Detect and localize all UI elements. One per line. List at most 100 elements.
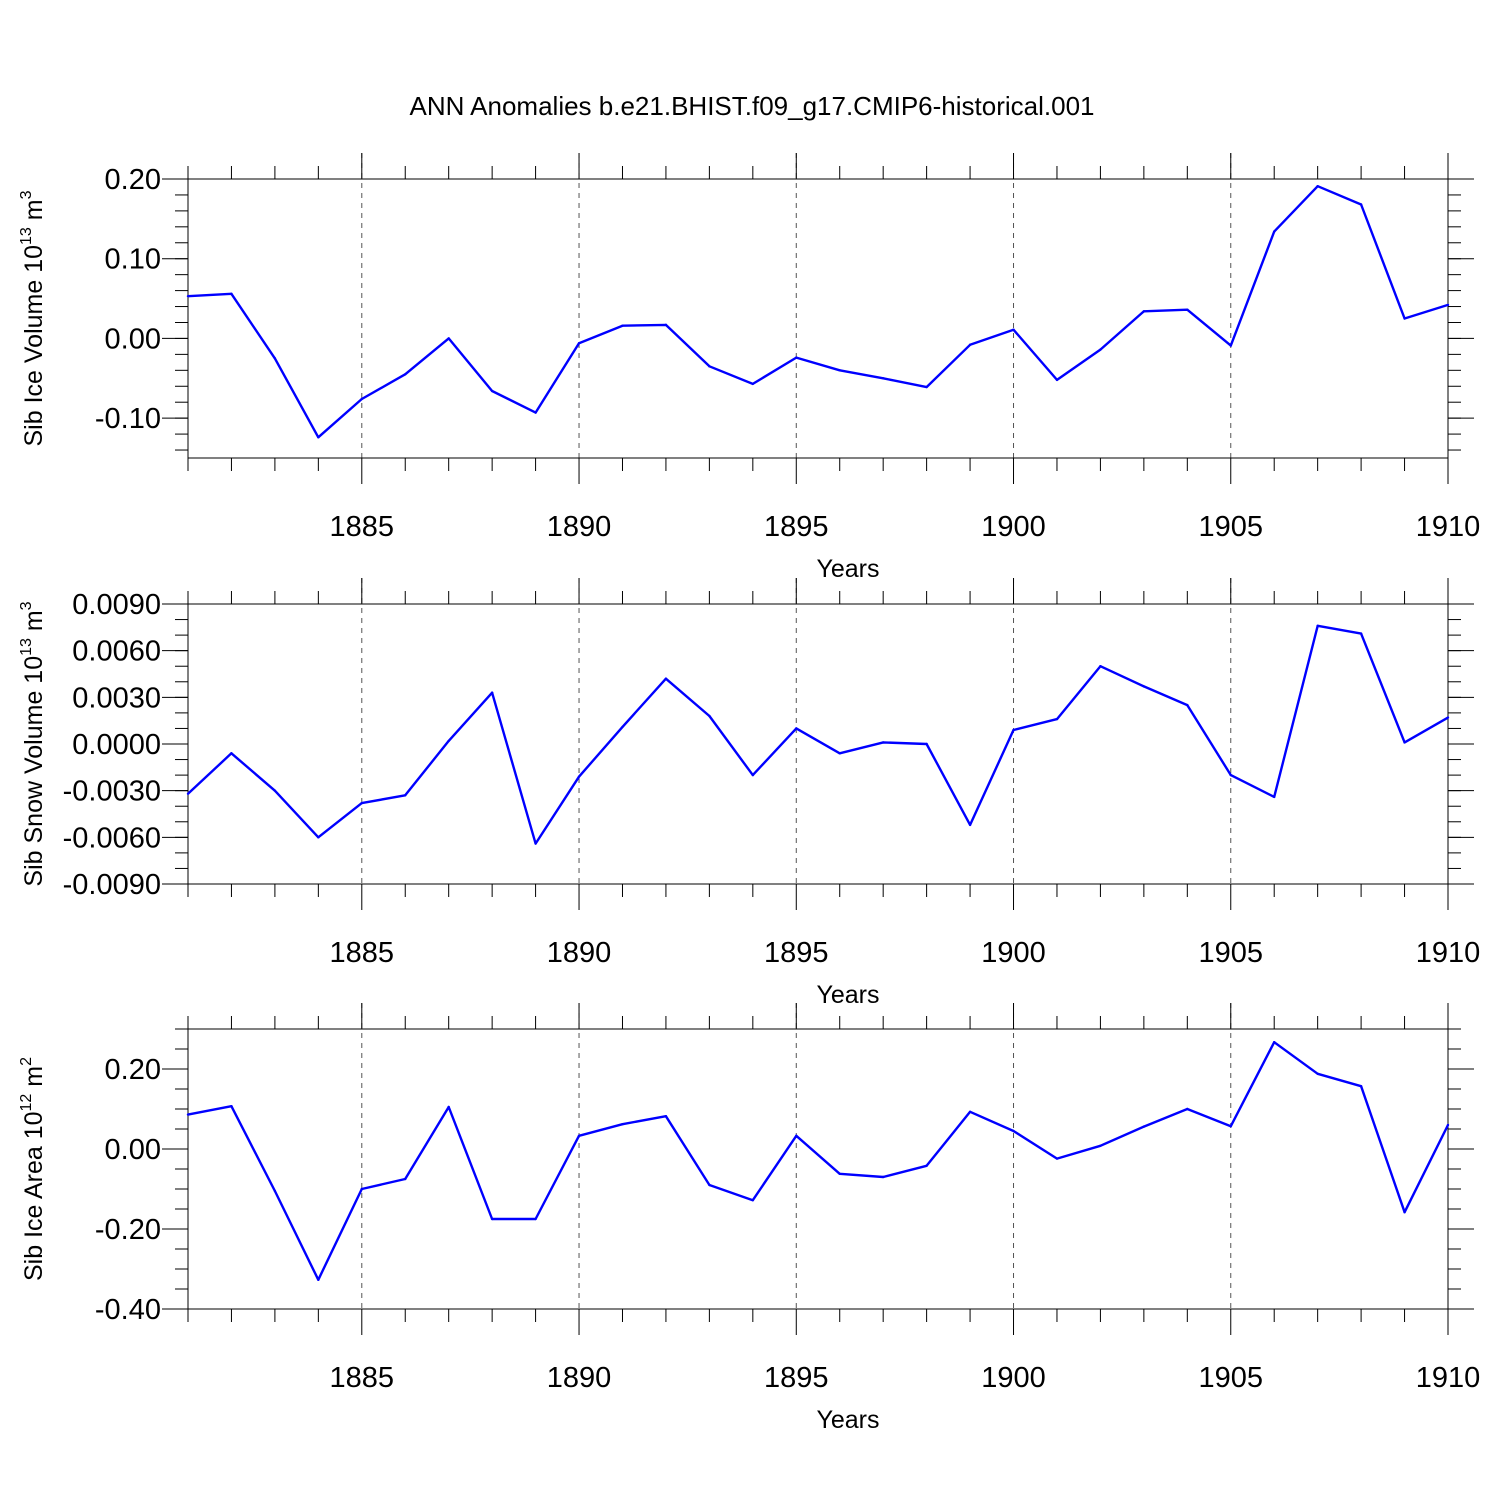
data-point bbox=[1012, 1129, 1015, 1133]
data-point bbox=[1403, 317, 1406, 320]
panel-area: 0.20 0.00 -0.20 -0.40 1885 1890 1895 1900 1905 19… bbox=[18, 1003, 1480, 1434]
data-point bbox=[577, 775, 581, 778]
x-tick-label: 1895 bbox=[764, 937, 829, 969]
y-tick-label: 0.0090 bbox=[72, 589, 161, 621]
x-tick-label: 1910 bbox=[1416, 511, 1481, 543]
y-axis-label-unit: m bbox=[20, 199, 48, 227]
data-point bbox=[1229, 344, 1232, 347]
y-axis-label-text: Sib Snow Volume 10 bbox=[20, 656, 48, 887]
y-axis-label: Sib Ice Volume 1013 m3 bbox=[18, 190, 48, 446]
y-axis-label-exponent: 12 bbox=[18, 1094, 35, 1112]
data-point bbox=[317, 436, 320, 439]
data-point bbox=[1446, 303, 1450, 307]
x-tick-label: 1900 bbox=[981, 937, 1046, 969]
y-axis-label: Sib Ice Area 1012 m2 bbox=[18, 1057, 48, 1281]
data-point bbox=[1012, 328, 1015, 331]
y-tick-label: -0.10 bbox=[95, 403, 161, 435]
y-tick-label: 0.0060 bbox=[72, 636, 161, 668]
data-point bbox=[1012, 728, 1015, 732]
y-tick-label: 0.0030 bbox=[72, 682, 161, 714]
data-point bbox=[490, 389, 494, 393]
y-axis-label-exponent: 13 bbox=[18, 227, 35, 245]
panels: 0.20 0.10 0.00 -0.10 1885 1890 1895 1900 1905 191… bbox=[18, 153, 1480, 1434]
data-point bbox=[534, 411, 537, 414]
data-point bbox=[1099, 1144, 1102, 1148]
x-axis-label: Years bbox=[816, 1406, 879, 1434]
y-tick-label: 0.0000 bbox=[72, 729, 161, 761]
x-tick-label: 1885 bbox=[330, 511, 395, 543]
y-axis-label-unit-exponent: 2 bbox=[18, 1057, 35, 1066]
data-point bbox=[404, 1177, 407, 1181]
data-point bbox=[881, 377, 885, 380]
data-point bbox=[490, 1217, 494, 1221]
chart-title: ANN Anomalies b.e21.BHIST.f09_g17.CMIP6-… bbox=[409, 91, 1094, 121]
x-tick-label: 1890 bbox=[547, 1362, 612, 1394]
data-point bbox=[360, 397, 363, 401]
data-point bbox=[1273, 795, 1276, 799]
data-point bbox=[1099, 665, 1102, 668]
data-point bbox=[621, 725, 624, 729]
y-tick-label: 0.00 bbox=[105, 1134, 161, 1166]
data-point bbox=[577, 1134, 581, 1138]
data-point bbox=[1403, 741, 1406, 744]
data-point bbox=[230, 1105, 233, 1108]
data-point bbox=[1142, 1125, 1146, 1128]
data-point bbox=[838, 752, 841, 755]
data-point bbox=[968, 1110, 972, 1114]
data-point bbox=[751, 382, 755, 386]
data-point bbox=[1229, 1125, 1232, 1128]
y-tick-label: -0.0030 bbox=[63, 776, 161, 808]
data-point bbox=[968, 823, 972, 827]
x-axis-label: Years bbox=[816, 981, 879, 1009]
y-tick-label: -0.20 bbox=[95, 1214, 161, 1246]
data-point bbox=[1273, 230, 1276, 233]
data-point bbox=[186, 1113, 190, 1116]
x-tick-label: 1895 bbox=[764, 1362, 829, 1394]
data-point bbox=[1055, 1157, 1059, 1160]
x-tick-label: 1900 bbox=[981, 511, 1046, 543]
data-point bbox=[925, 1164, 928, 1168]
data-point bbox=[186, 294, 190, 298]
y-axis-label-unit-exponent: 3 bbox=[18, 601, 35, 610]
data-point bbox=[1446, 716, 1450, 719]
x-tick-label: 1900 bbox=[981, 1362, 1046, 1394]
y-tick-label: -0.40 bbox=[95, 1294, 161, 1326]
x-tick-label: 1890 bbox=[547, 511, 612, 543]
y-tick-label: 0.10 bbox=[105, 244, 161, 276]
data-point bbox=[447, 337, 450, 340]
data-point bbox=[534, 1217, 537, 1221]
data-point bbox=[490, 691, 494, 694]
y-tick-label: -0.0090 bbox=[63, 869, 161, 901]
data-point bbox=[1142, 310, 1146, 313]
data-point bbox=[230, 752, 233, 755]
data-point bbox=[1359, 632, 1363, 635]
data-point bbox=[360, 801, 363, 805]
data-point bbox=[1099, 348, 1102, 351]
data-point bbox=[447, 739, 450, 743]
data-point bbox=[317, 836, 320, 839]
x-tick-label: 1905 bbox=[1199, 937, 1264, 969]
plot-frame bbox=[187, 603, 1449, 885]
data-point bbox=[838, 369, 841, 372]
data-point bbox=[1273, 1041, 1276, 1044]
data-point bbox=[230, 292, 233, 295]
y-axis-label-exponent: 13 bbox=[18, 638, 35, 656]
data-point bbox=[404, 373, 407, 376]
y-axis-label-unit: m bbox=[20, 610, 48, 638]
data-point bbox=[404, 794, 407, 797]
data-point bbox=[838, 1172, 841, 1176]
panel-snow: 0.0090 0.0060 0.0030 0.0000 -0.0030 -0.0060 -0… bbox=[18, 578, 1480, 1009]
y-axis-label-text: Sib Ice Volume 10 bbox=[20, 245, 48, 447]
x-tick-label: 1905 bbox=[1199, 1362, 1264, 1394]
x-tick-label: 1890 bbox=[547, 937, 612, 969]
data-point bbox=[708, 1183, 711, 1187]
data-point bbox=[1316, 624, 1319, 627]
y-axis-label: Sib Snow Volume 1013 m3 bbox=[18, 601, 48, 886]
data-point bbox=[1446, 1123, 1450, 1127]
data-point bbox=[795, 1134, 798, 1138]
data-point bbox=[664, 677, 668, 680]
data-point bbox=[1359, 1085, 1363, 1088]
data-point bbox=[708, 365, 711, 368]
x-tick-label: 1910 bbox=[1416, 1362, 1481, 1394]
y-tick-label: 0.20 bbox=[105, 1054, 161, 1086]
